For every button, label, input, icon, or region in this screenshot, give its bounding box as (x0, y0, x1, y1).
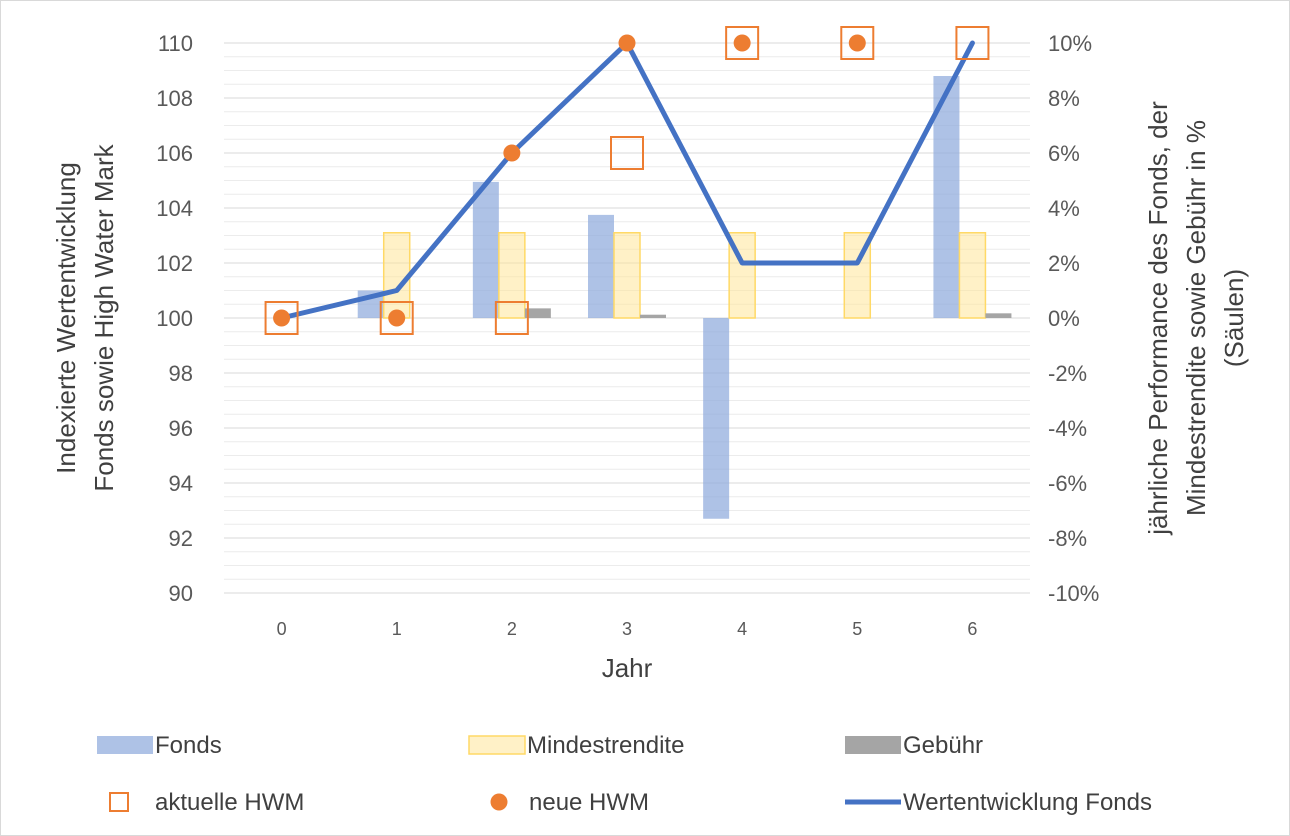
bars (357, 76, 1012, 519)
y-left-tick-label: 106 (156, 141, 193, 166)
bar-fonds (588, 214, 614, 318)
y-left-tick-label: 96 (169, 416, 193, 441)
x-tick-label: 4 (737, 619, 747, 639)
bar-mindestrendite (958, 232, 987, 319)
y-left-tick-label: 102 (156, 251, 193, 276)
legend-label: Gebühr (903, 732, 983, 759)
y-left-tick-label: 108 (156, 86, 193, 111)
y-right-tick-label: -6% (1048, 471, 1087, 496)
legend-label: Mindestrendite (527, 732, 684, 759)
bar-fonds (703, 318, 730, 519)
legend-label: neue HWM (529, 789, 649, 816)
bar-mindestrendite (382, 232, 411, 319)
legend-label: Fonds (155, 732, 222, 759)
legend: Fonds Mindestrendite Gebühr aktuelle HWM neu… (97, 732, 1152, 816)
y-left-tick-label: 92 (169, 526, 193, 551)
y-right-tick-label: -2% (1048, 361, 1087, 386)
axis-titles: Jahr Indexierte Wertentwicklung Fonds sowi… (51, 101, 1249, 683)
y-right-tick-label: 10% (1048, 31, 1092, 56)
y-right-tick-label: 2% (1048, 251, 1080, 276)
legend-swatch-neue-hwm (490, 793, 508, 811)
x-tick-label: 3 (622, 619, 632, 639)
x-tick-label: 5 (852, 619, 862, 639)
y-right-ticks: -10% -8% -6% -4% -2% 0% 2% 4% 6% 8% 10% (1048, 31, 1099, 606)
legend-swatch-gebühr (845, 736, 901, 754)
y-left-tick-label: 104 (156, 196, 193, 221)
marker-neue-hwm (388, 309, 406, 327)
marker-neue-hwm (848, 34, 866, 52)
y-left-tick-label: 110 (158, 31, 193, 56)
y-right-axis-title: Mindestrendite sowie Gebühr in % (1181, 120, 1211, 516)
marker-aktuelle-hwm (840, 26, 875, 60)
y-right-tick-label: 8% (1048, 86, 1080, 111)
marker-aktuelle-hwm (955, 26, 990, 60)
x-tick-label: 1 (392, 619, 402, 639)
y-left-axis-title: Indexierte Wertentwicklung (51, 162, 81, 474)
y-right-tick-label: 4% (1048, 196, 1080, 221)
bar-fonds (933, 76, 960, 318)
bar-fonds (472, 181, 499, 318)
marker-neue-hwm (618, 34, 636, 52)
y-right-tick-label: 0% (1048, 306, 1080, 331)
marker-neue-hwm (733, 34, 751, 52)
legend-swatch-aktuelle-hwm (109, 792, 129, 812)
y-left-tick-label: 100 (156, 306, 193, 331)
y-right-tick-label: 6% (1048, 141, 1080, 166)
bar-gebühr (524, 308, 551, 318)
marker-aktuelle-hwm (494, 301, 529, 335)
y-right-tick-label: -8% (1048, 526, 1087, 551)
marker-neue-hwm (273, 309, 291, 327)
y-left-tick-label: 90 (169, 581, 193, 606)
marker-aktuelle-hwm (379, 301, 414, 335)
marker-aktuelle-hwm (725, 26, 760, 60)
y-left-tick-label: 98 (169, 361, 193, 386)
x-tick-label: 0 (277, 619, 287, 639)
x-axis-title: Jahr (602, 653, 653, 683)
legend-swatch-fonds (97, 736, 153, 754)
y-right-axis-title: (Säulen) (1219, 269, 1249, 367)
legend-swatch-mindestrendite (468, 735, 526, 755)
x-ticks: 0 1 2 3 4 5 6 (277, 619, 978, 639)
bar-gebühr (985, 313, 1012, 318)
marker-neue-hwm (503, 144, 521, 162)
x-tick-label: 6 (967, 619, 977, 639)
marker-aktuelle-hwm (610, 136, 644, 170)
y-left-axis-title: Fonds sowie High Water Mark (89, 143, 119, 491)
legend-label: Wertentwicklung Fonds (903, 789, 1152, 816)
y-right-tick-label: -4% (1048, 416, 1087, 441)
bar-mindestrendite (498, 232, 526, 319)
y-left-ticks: 90 92 94 96 98 100 102 104 106 108 110 (156, 31, 193, 606)
x-tick-label: 2 (507, 619, 517, 639)
y-right-axis-title: jährliche Performance des Fonds, der (1143, 101, 1173, 536)
bar-mindestrendite (613, 232, 641, 319)
marker-aktuelle-hwm (264, 301, 299, 335)
y-left-tick-label: 94 (169, 471, 193, 496)
bar-gebühr (640, 314, 666, 318)
legend-label: aktuelle HWM (155, 789, 304, 816)
y-right-tick-label: -10% (1048, 581, 1099, 606)
markers (264, 26, 990, 335)
